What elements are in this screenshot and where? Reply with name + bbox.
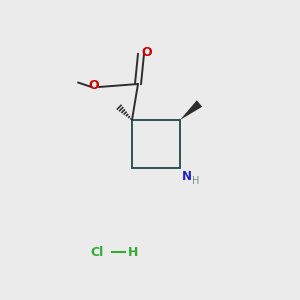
Text: Cl: Cl (90, 245, 103, 259)
Text: H: H (192, 176, 200, 186)
Text: O: O (141, 46, 152, 59)
Text: N: N (182, 170, 191, 183)
Polygon shape (180, 100, 202, 120)
Text: O: O (88, 79, 99, 92)
Text: H: H (128, 245, 138, 259)
